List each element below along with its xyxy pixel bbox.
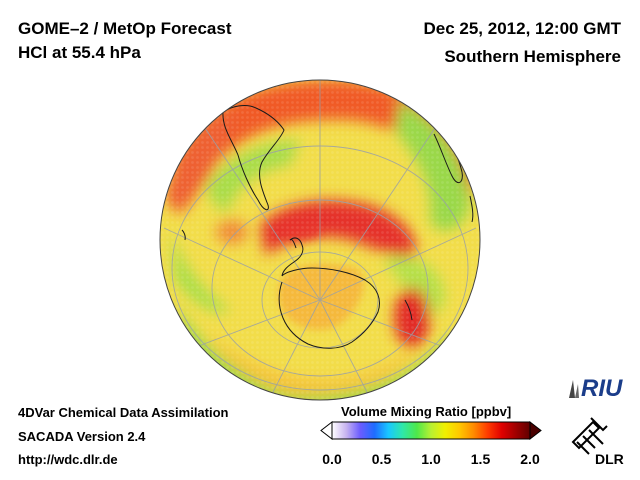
colorbar: [320, 420, 542, 441]
region-title: Southern Hemisphere: [444, 47, 621, 66]
date-title: Dec 25, 2012, 12:00 GMT: [423, 19, 621, 38]
dlr-logo: DLR: [571, 417, 624, 467]
riu-logo-text: RIU: [581, 375, 623, 402]
colorbar-tick-label: 1.0: [421, 451, 441, 467]
url-label: http://wdc.dlr.de: [18, 452, 118, 467]
dlr-logo-text: DLR: [595, 451, 624, 467]
method-label: 4DVar Chemical Data Assimilation: [18, 405, 229, 420]
colorbar-bar: [331, 421, 531, 440]
species-title: HCl at 55.4 hPa: [18, 43, 141, 62]
colorbar-tick-label: 1.5: [470, 451, 491, 467]
dlr-logo-mark: [571, 417, 608, 455]
colorbar-tick-label: 0.5: [371, 451, 392, 467]
colorbar-title: Volume Mixing Ratio [ppbv]: [341, 404, 512, 419]
colorbar-tick-label: 2.0: [520, 451, 540, 467]
graticule: [163, 80, 477, 399]
riu-logo-mark: [569, 380, 575, 398]
product-title: GOME–2 / MetOp Forecast: [18, 19, 232, 38]
version-label: SACADA Version 2.4: [18, 429, 146, 444]
riu-logo: RIU: [569, 375, 623, 402]
colorbar-min-arrow: [320, 420, 333, 441]
colorbar-tick-label: 0.0: [322, 451, 342, 467]
colorbar-max-arrow: [529, 420, 542, 441]
globe-outline: [159, 79, 481, 401]
